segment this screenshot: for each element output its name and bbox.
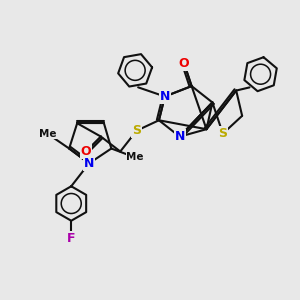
Text: O: O xyxy=(81,145,92,158)
Text: S: S xyxy=(218,127,227,140)
Text: O: O xyxy=(179,57,190,70)
Text: N: N xyxy=(160,90,170,103)
Text: S: S xyxy=(132,124,141,137)
Text: Me: Me xyxy=(126,152,144,162)
Text: F: F xyxy=(67,232,76,245)
Text: Me: Me xyxy=(39,129,56,139)
Text: N: N xyxy=(175,130,185,143)
Text: N: N xyxy=(84,157,94,170)
